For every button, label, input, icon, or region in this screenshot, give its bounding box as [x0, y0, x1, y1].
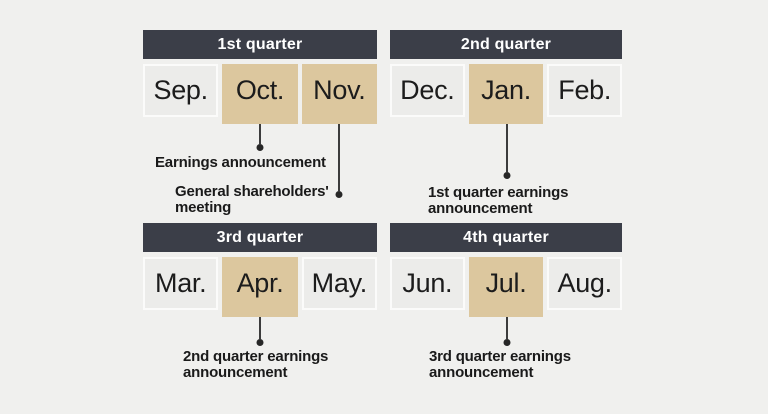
connector-line-jul — [503, 317, 511, 346]
month-cell-aug: Aug. — [547, 257, 623, 310]
connector-dot-icon — [335, 191, 343, 198]
quarter-header-4: 4th quarter — [390, 223, 622, 252]
annotation-q2-earnings-announcement: 2nd quarter earnings announcement — [183, 348, 329, 381]
month-cell-jul: Jul. — [468, 257, 544, 317]
quarter-header-1: 1st quarter — [143, 30, 377, 59]
connector-dot-icon — [503, 339, 511, 346]
connector-dot-icon — [256, 144, 264, 151]
month-cell-sep: Sep. — [143, 64, 219, 117]
annotation-earnings-announcement: Earnings announcement — [155, 154, 326, 171]
month-row-1: Sep. Oct. Nov. — [143, 64, 377, 124]
connector-dot-icon — [256, 339, 264, 346]
quarter-block-2: 2nd quarter Dec. Jan. Feb. — [390, 30, 623, 124]
month-row-3: Mar. Apr. May. — [143, 257, 377, 317]
month-cell-jun: Jun. — [390, 257, 465, 310]
quarter-block-4: 4th quarter Jun. Jul. Aug. — [390, 223, 623, 317]
month-row-2: Dec. Jan. Feb. — [390, 64, 623, 124]
connector-line-nov — [335, 124, 343, 198]
connector-line-jan — [503, 124, 511, 179]
annotation-general-shareholders-meeting: General shareholders' meeting — [175, 183, 329, 216]
quarter-header-3: 3rd quarter — [143, 223, 377, 252]
quarter-block-1: 1st quarter Sep. Oct. Nov. — [143, 30, 377, 124]
month-row-4: Jun. Jul. Aug. — [390, 257, 623, 317]
quarter-header-2: 2nd quarter — [390, 30, 622, 59]
month-cell-nov: Nov. — [301, 64, 377, 124]
month-cell-may: May. — [301, 257, 377, 310]
connector-line-apr — [256, 317, 264, 346]
month-cell-apr: Apr. — [222, 257, 298, 317]
quarter-block-3: 3rd quarter Mar. Apr. May. — [143, 223, 377, 317]
annotation-q3-earnings-announcement: 3rd quarter earnings announcement — [429, 348, 571, 381]
month-cell-jan: Jan. — [468, 64, 544, 124]
month-cell-feb: Feb. — [547, 64, 623, 117]
connector-line-oct — [256, 124, 264, 151]
month-cell-dec: Dec. — [390, 64, 465, 117]
connector-dot-icon — [503, 172, 511, 179]
month-cell-mar: Mar. — [143, 257, 219, 310]
month-cell-oct: Oct. — [222, 64, 298, 124]
annotation-q1-earnings-announcement: 1st quarter earnings announcement — [428, 184, 569, 217]
